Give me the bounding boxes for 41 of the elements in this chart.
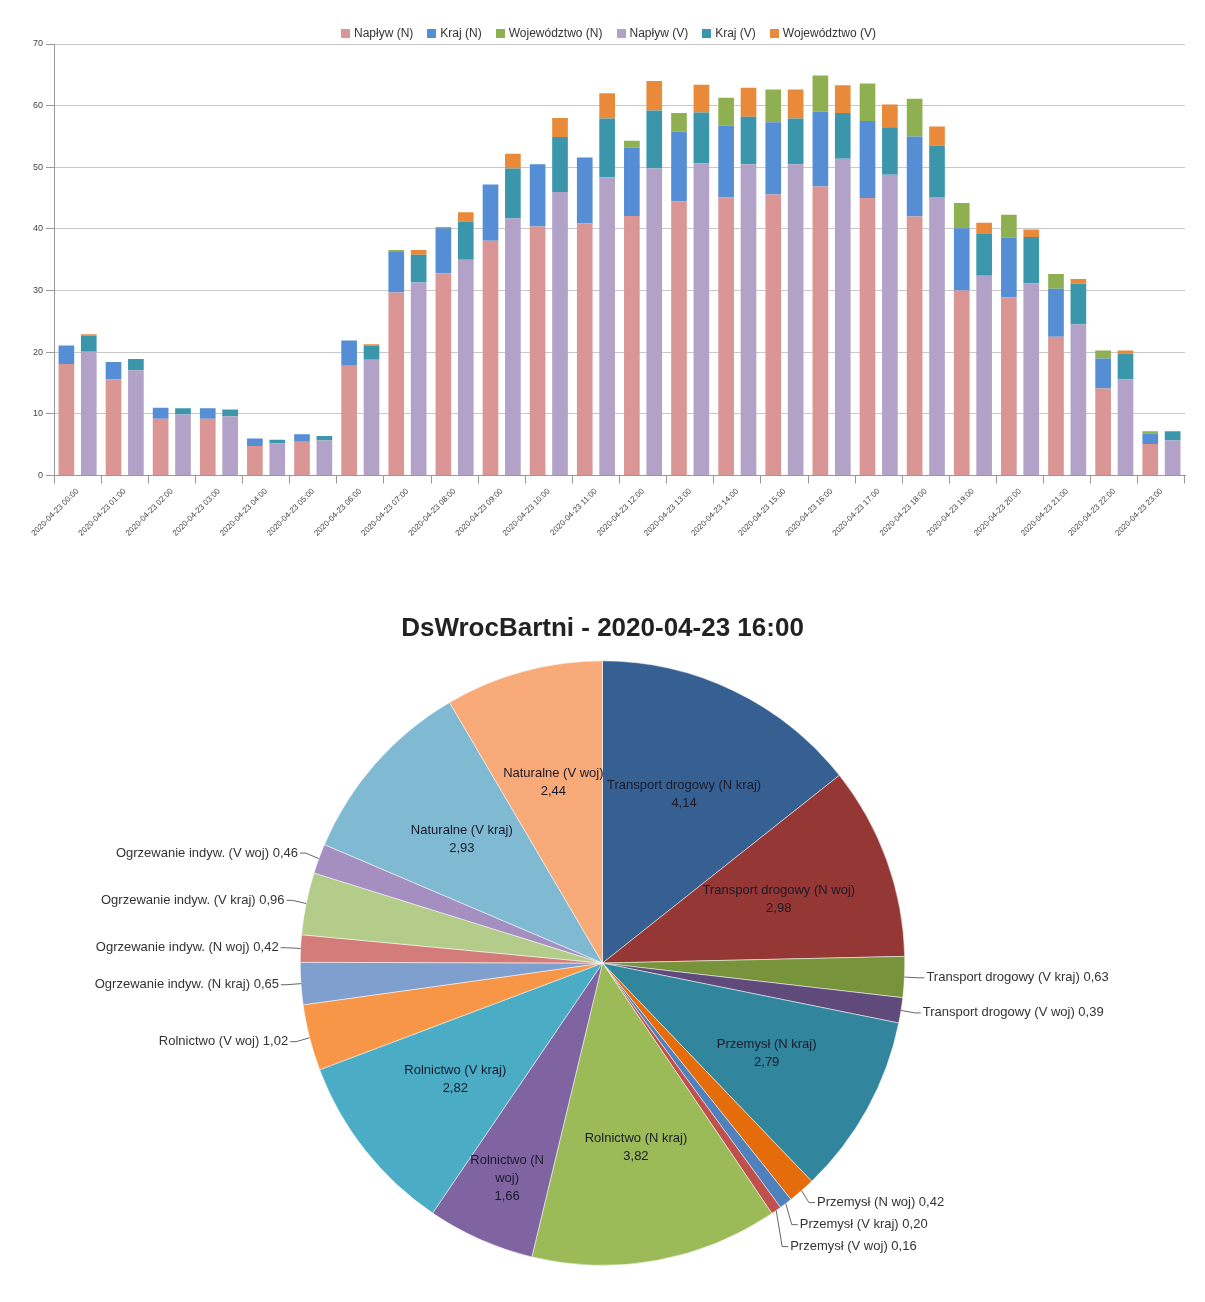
y-tick-label: 30	[33, 285, 44, 296]
legend-label: Województwo (N)	[508, 26, 603, 40]
data-label: 2,98	[766, 900, 792, 916]
slice-label: Przemysł (N kraj)	[716, 1036, 817, 1051]
data-label: 3,82	[623, 1148, 649, 1164]
slice-label: Naturalne (V woj)	[503, 764, 604, 780]
data-label: 2,82	[442, 1079, 468, 1095]
y-tick-label: 10	[33, 408, 44, 419]
slice-label: Ogrzewanie indyw. (V woj) 0,46	[115, 844, 298, 860]
slice-label: Ogrzewanie indyw. (N kraj) 0,65	[94, 976, 279, 992]
y-tick-label: 70	[33, 38, 44, 49]
slice-label: Rolnictwo (N woj)	[470, 1152, 544, 1186]
slice-label: Ogrzewanie indyw. (V kraj) 0,96	[101, 891, 285, 907]
y-tick-label: 40	[33, 223, 44, 234]
legend-label: Napływ (V)	[629, 26, 689, 40]
data-label: 2,93	[449, 839, 475, 855]
data-label: 4,14	[671, 794, 697, 810]
legend-label: Kraj (V)	[715, 26, 756, 40]
slice-label: Rolnictwo (N kraj)	[584, 1130, 688, 1146]
slice-label: Rolnictwo (V woj) 1,02	[158, 1033, 289, 1049]
y-tick-label: 50	[33, 161, 44, 172]
chart-title: DsWrocBartni - 2020-04-23 16:00	[401, 611, 804, 642]
slice-label: Rolnictwo (V kraj)	[404, 1061, 507, 1077]
y-tick-label: 0	[38, 470, 44, 481]
legend-label: Kraj (N)	[440, 26, 482, 40]
legend-label: Napływ (N)	[354, 26, 414, 40]
y-tick-label: 60	[33, 100, 44, 111]
data-label: 2,44	[540, 782, 567, 798]
slice-label: Przemysł (V woj) 0,16	[790, 1238, 917, 1254]
slice-label: Naturalne (V kraj)	[410, 821, 513, 837]
slice-label: Transport drogowy (V woj) 0,39	[922, 1004, 1104, 1020]
slice-label: Transport drogowy (N woj)	[702, 882, 856, 898]
slice-label: Ogrzewanie indyw. (N woj) 0,42	[95, 939, 279, 955]
slice-label: Transport drogowy (N kraj)	[606, 776, 762, 792]
slice-label: Przemysł (N woj) 0,42	[817, 1194, 945, 1210]
data-label: 1,66	[494, 1188, 520, 1204]
data-label: 2,79	[754, 1054, 780, 1069]
slice-label: Przemysł (V kraj) 0,20	[799, 1216, 928, 1232]
legend-label: Województwo (V)	[782, 26, 876, 40]
y-tick-label: 20	[33, 346, 44, 357]
slice-label: Transport drogowy (V kraj) 0,63	[926, 969, 1109, 985]
